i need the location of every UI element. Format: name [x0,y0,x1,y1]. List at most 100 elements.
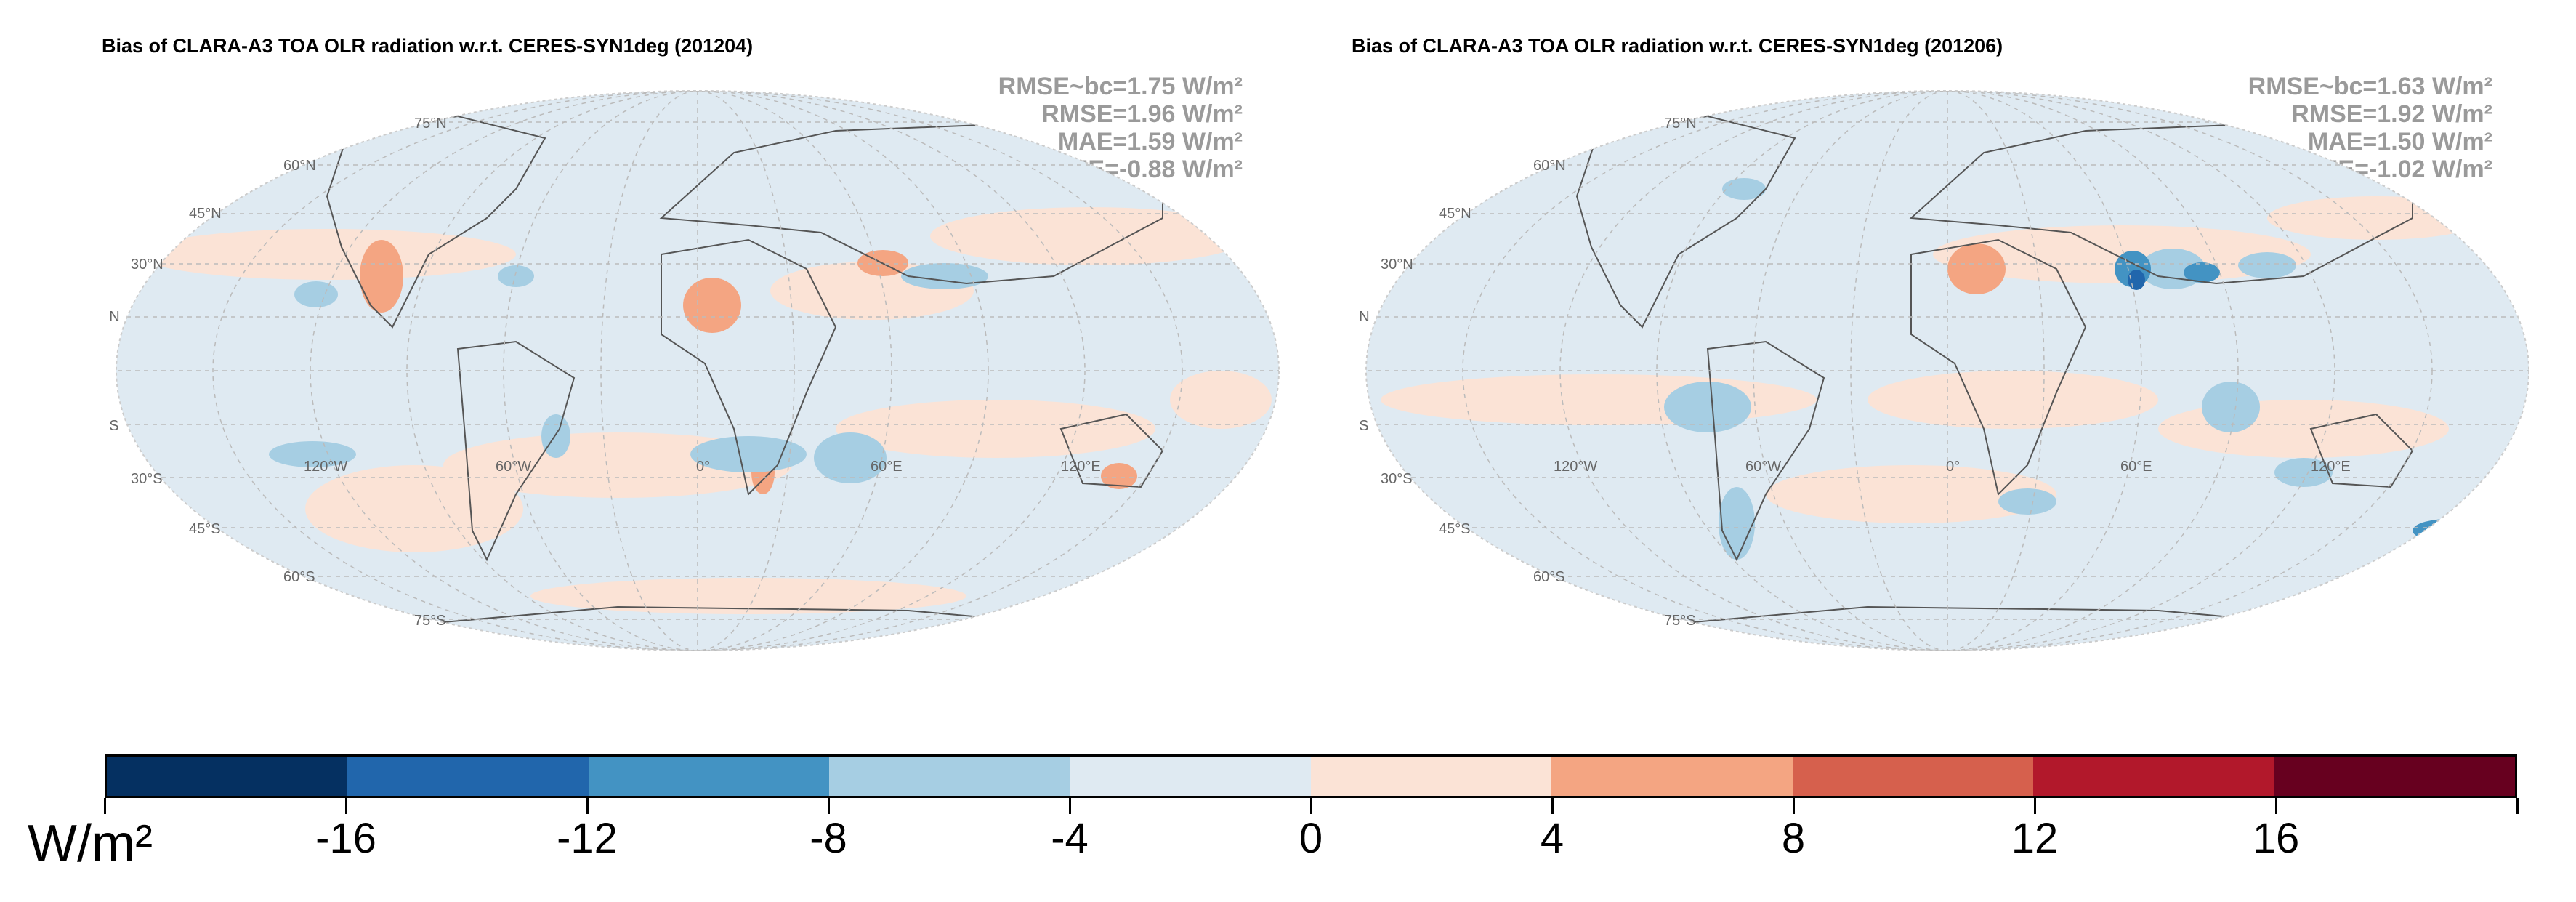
lon-label: 60°W [496,459,531,475]
lat-label: 30°S [131,471,163,487]
bias-patch [2267,196,2485,240]
bias-patch [1719,487,1755,560]
bias-patch [1381,374,1817,425]
stat-rmse-bc: RMSE~bc=1.63 W/m² [2248,73,2492,100]
bias-patch [814,432,887,483]
lon-label: 120°E [2311,459,2351,475]
lon-label: 120°E [1061,459,1101,475]
eurasia-outline [659,122,1163,285]
colorbar-tick [2516,798,2519,814]
bias-patch [1998,488,2056,515]
bias-map: 75°N 60°N 45°N 30°N 15°N 0° 15°S 30°S 45… [1359,90,2529,651]
lon-label: 0° [1946,459,1960,475]
lon-label: 60°E [2120,459,2152,475]
lat-label: 75°N [414,116,447,132]
colorbar-tick [827,798,830,814]
lat-label: 15°N [1359,309,1370,325]
colorbar-tick-label: 8 [1781,815,1806,862]
stat-rmse-bc: RMSE~bc=1.75 W/m² [998,73,1243,100]
africa-outline [661,238,837,496]
bias-patch [1868,371,2158,429]
colorbar-unit: W/m² [28,815,153,873]
colorbar-tick-label: -4 [1051,815,1089,862]
lat-label: 60°S [283,569,315,585]
colorbar-segment [347,757,589,796]
lat-label: 75°N [1664,116,1697,132]
bias-patch [2158,400,2449,458]
lat-label: 30°S [1381,471,1413,487]
colorbar-tick [1792,798,1795,814]
lat-label: 45°S [189,521,221,537]
south-america-outline [1706,340,1825,562]
eurasia-outline [1909,122,2413,285]
lat-label: 45°N [189,206,222,222]
australia-outline [2309,413,2414,488]
colorbar-tick-label: 4 [1540,815,1564,862]
bias-patch [305,465,523,552]
colorbar-segment [1792,757,2034,796]
map-panel-201206: Bias of CLARA-A3 TOA OLR radiation w.r.t… [1250,0,2529,683]
colorbar-segment [107,757,348,796]
colorbar-segment [2033,757,2274,796]
lon-label: 120°W [304,459,347,475]
lat-label: 60°N [1533,158,1566,174]
australia-outline [1059,413,1164,488]
colorbar-tick-label: 0 [1299,815,1323,862]
lat-label: 75°S [1664,613,1696,629]
bias-patch [1170,371,1272,429]
bias-patch [360,240,403,313]
stats-box: RMSE~bc=1.63 W/m² RMSE=1.92 W/m² MAE=1.5… [2248,73,2492,183]
bias-patch [2128,270,2145,290]
colorbar-segment [1070,757,1312,796]
colorbar-tick-label: -16 [315,815,376,862]
colorbar-tick [103,798,106,814]
colorbar-segment [1311,757,1552,796]
bias-map: 75°N 60°N 45°N 30°N 15°N 0° 15°S 30°S 45… [109,90,1280,651]
stat-rmse: RMSE=1.96 W/m² [1041,100,1243,128]
bias-patch [683,278,741,333]
lon-label: 120°W [1554,459,1597,475]
lat-label: 15°S [1359,418,1369,434]
colorbar-segment [2274,757,2516,796]
africa-outline [1910,238,2087,496]
bias-patch [1722,178,1766,200]
colorbar-tick [2274,798,2277,814]
bias-patch [1947,243,2006,294]
colorbar-tick [2033,798,2036,814]
lat-label: 30°N [131,257,163,273]
bias-patch [2274,458,2333,487]
bias-patch [530,578,966,614]
bias-patch [498,265,534,287]
stat-mae: MAE=1.50 W/m² [2307,128,2492,156]
lon-label: 60°E [871,459,903,475]
bias-patch [1664,382,1751,432]
bias-patch [2238,252,2296,278]
north-america-outline [1575,115,1796,329]
colorbar-tick-label: 16 [2252,815,2300,862]
colorbar-tick-label: 12 [2011,815,2059,862]
colorbar [105,754,2517,798]
lat-label: 60°S [1533,569,1565,585]
bias-patch [1766,465,2056,523]
bias-patch [836,400,1155,458]
bias-patch [930,207,1250,265]
bias-patch [2202,382,2260,432]
colorbar-segment [588,757,830,796]
colorbar-tick-label: -8 [809,815,847,862]
stat-rmse: RMSE=1.92 W/m² [2291,100,2492,128]
north-america-outline [326,115,546,329]
colorbar-tick [1309,798,1312,814]
colorbar-tick [586,798,589,814]
bias-patch [294,281,338,307]
lon-label: 0° [696,459,710,475]
bias-patch [2184,262,2220,283]
lat-label: 15°S [109,418,119,434]
lat-label: 45°N [1439,206,1471,222]
colorbar-segment [1551,757,1793,796]
colorbar-segment [829,757,1070,796]
lat-label: 30°N [1381,257,1413,273]
bias-patch [138,229,516,280]
south-america-outline [456,340,576,562]
panel-title: Bias of CLARA-A3 TOA OLR radiation w.r.t… [1352,35,2003,57]
stat-mae: MAE=1.59 W/m² [1057,128,1243,156]
